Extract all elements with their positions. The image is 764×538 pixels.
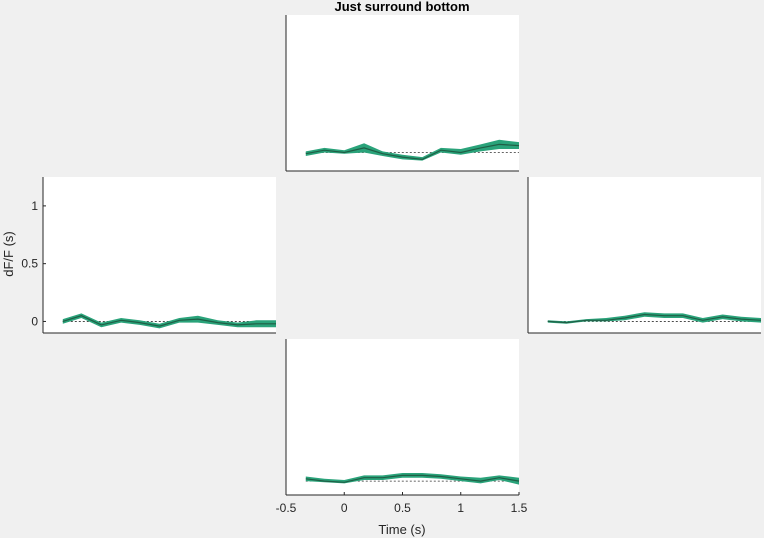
panel-left: 00.51: [21, 177, 276, 334]
panel-top: [285, 15, 520, 172]
x-tick-label: 1: [457, 501, 464, 515]
mean-line: [62, 315, 276, 327]
plot-area: [286, 339, 519, 495]
plot-area: [43, 177, 276, 333]
y-tick-label: 0: [31, 314, 38, 328]
y-tick-label: 0.5: [21, 257, 38, 271]
x-tick-label: -0.5: [276, 501, 297, 515]
error-band: [305, 139, 519, 161]
panel-bottom: -0.5 0 0.5 1 1.5: [276, 339, 528, 515]
y-tick-label: 1: [31, 199, 38, 213]
x-tick-label: 0: [341, 501, 348, 515]
panel-right: [527, 177, 762, 334]
x-tick-label: 0.5: [394, 501, 411, 515]
y-axis-title: dF/F (s): [1, 231, 16, 277]
x-tick-label: 1.5: [511, 501, 528, 515]
mean-line: [305, 143, 520, 161]
x-axis-title: Time (s): [378, 522, 425, 537]
mean-line: [547, 313, 762, 324]
mean-line: [305, 474, 520, 483]
figure-title: Just surround bottom: [334, 0, 469, 14]
plot-area: [528, 177, 761, 333]
error-band: [62, 313, 276, 329]
